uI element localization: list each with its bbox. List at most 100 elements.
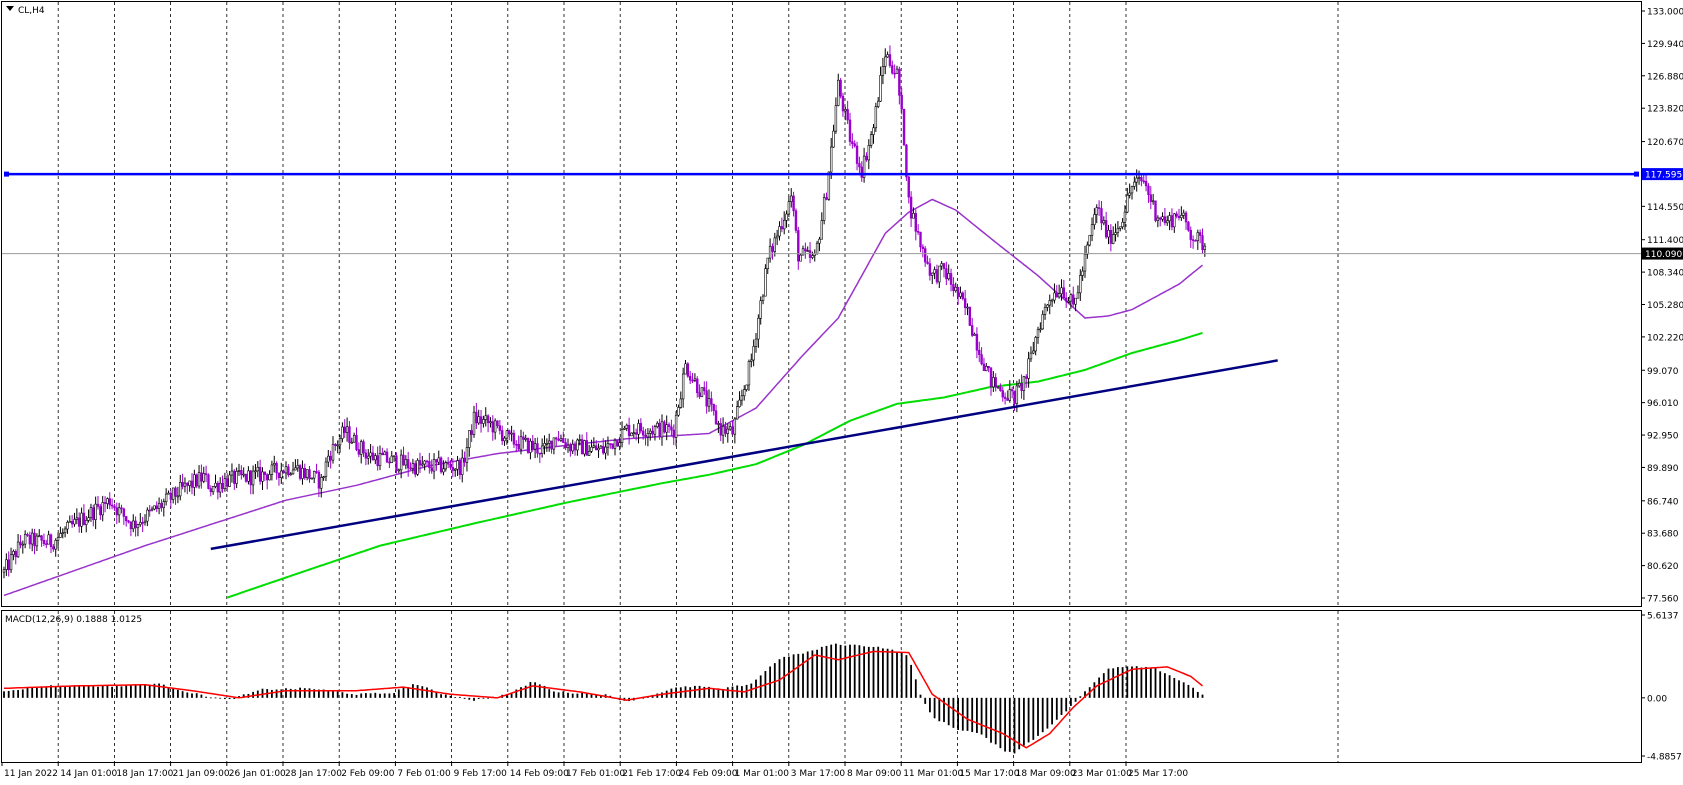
candle-body xyxy=(759,300,762,319)
macd-histogram-bar xyxy=(148,684,151,698)
macd-histogram-bar xyxy=(78,686,81,698)
candle-body xyxy=(531,440,534,450)
candle xyxy=(392,455,396,462)
grid-layer xyxy=(57,2,1339,762)
candle-body xyxy=(35,535,39,547)
macd-histogram-bar xyxy=(68,686,71,698)
candle xyxy=(139,513,142,527)
candle-body xyxy=(179,482,182,497)
candle-body xyxy=(888,54,892,66)
macd-histogram-bar xyxy=(924,697,927,704)
candle xyxy=(54,538,57,557)
candle xyxy=(540,438,544,458)
candle-body xyxy=(378,452,382,467)
candle xyxy=(759,296,762,325)
macd-histogram-bar xyxy=(31,687,34,698)
candle-body xyxy=(143,520,147,524)
candle xyxy=(1046,304,1049,312)
macd-histogram-bar xyxy=(1182,682,1185,698)
macd-histogram-bar xyxy=(1079,696,1082,698)
macd-histogram-bar xyxy=(374,692,377,698)
candle xyxy=(334,443,337,451)
candle-body xyxy=(799,254,802,262)
candle xyxy=(26,532,29,537)
candle xyxy=(693,373,697,383)
candle-body xyxy=(794,210,798,231)
macd-histogram-bar xyxy=(905,655,908,698)
candle xyxy=(449,460,452,470)
candle xyxy=(99,504,102,520)
candle-body xyxy=(40,535,43,541)
candle xyxy=(1112,226,1115,245)
macd-histogram-bar xyxy=(101,685,104,698)
macd-histogram-bar xyxy=(1055,697,1058,720)
candle xyxy=(564,438,567,451)
candle xyxy=(1006,390,1009,401)
time-tick-label: 28 Jan 17:00 xyxy=(285,769,342,779)
candle xyxy=(677,404,680,417)
candle xyxy=(609,443,612,449)
price-tick-label: 123.820 xyxy=(1647,105,1683,115)
candle-body xyxy=(968,306,972,326)
macd-histogram-bar xyxy=(111,686,113,698)
candle xyxy=(244,473,248,483)
candle xyxy=(623,425,626,431)
candle-body xyxy=(1194,240,1197,242)
candle-body xyxy=(1173,213,1176,228)
candle xyxy=(818,236,821,252)
time-tick-label: 11 Jan 2022 xyxy=(4,769,58,779)
candle-body xyxy=(176,495,180,498)
time-tick-label: 15 Mar 17:00 xyxy=(959,769,1019,779)
candle xyxy=(851,133,854,149)
candle xyxy=(832,124,835,148)
candle-body xyxy=(538,452,542,455)
time-tick-label: 3 Mar 17:00 xyxy=(791,769,846,779)
candle-body xyxy=(357,449,361,455)
macd-histogram-bar xyxy=(698,685,701,698)
candle xyxy=(724,421,727,438)
macd-histogram-bar xyxy=(444,694,447,698)
macd-histogram-bar xyxy=(252,691,254,698)
candle xyxy=(315,463,318,474)
candle xyxy=(329,450,332,469)
candle xyxy=(40,534,43,547)
candle-body xyxy=(592,445,596,448)
candle xyxy=(110,498,114,510)
candle xyxy=(886,51,889,58)
candle-body xyxy=(905,144,908,178)
macd-histogram-bar xyxy=(280,689,283,698)
candle-body xyxy=(853,143,856,147)
candle xyxy=(242,467,245,478)
candle xyxy=(42,533,46,547)
candle xyxy=(914,209,918,241)
candle xyxy=(172,487,175,504)
candle xyxy=(204,465,208,483)
candle xyxy=(766,257,769,274)
candle-body xyxy=(61,532,64,534)
candle-body xyxy=(308,469,311,480)
candle-body xyxy=(1100,208,1103,224)
candle xyxy=(517,435,520,452)
macd-histogram-bar xyxy=(87,685,90,698)
candle xyxy=(101,495,104,522)
candle xyxy=(193,469,196,496)
candle-body xyxy=(435,459,438,463)
macd-histogram-bar xyxy=(694,685,696,698)
candle xyxy=(547,433,551,452)
macd-histogram-bar xyxy=(21,689,24,698)
candle xyxy=(876,96,880,109)
candle xyxy=(303,463,306,480)
macd-histogram-bar xyxy=(595,694,598,698)
candle xyxy=(45,539,48,549)
candle-body xyxy=(785,213,788,221)
candle xyxy=(743,385,746,401)
candle-body xyxy=(587,451,591,456)
macd-histogram-bar xyxy=(1178,680,1180,698)
macd-histogram-bar xyxy=(520,687,522,698)
candle-body xyxy=(667,424,671,428)
dropdown-triangle-icon[interactable] xyxy=(6,6,14,11)
candle-body xyxy=(155,505,158,509)
candle-body xyxy=(583,440,586,455)
candle-body xyxy=(1168,215,1171,222)
